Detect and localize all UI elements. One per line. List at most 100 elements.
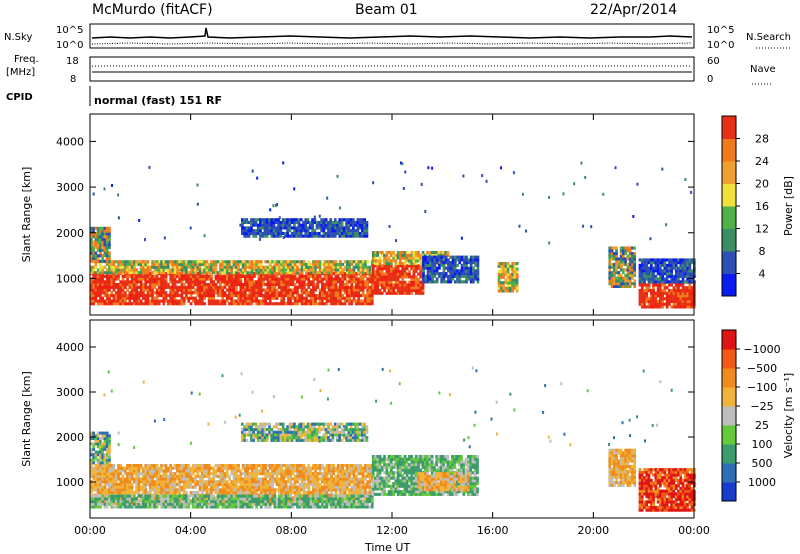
data-cell <box>235 277 238 281</box>
data-cell <box>92 268 95 272</box>
data-cell <box>444 266 448 270</box>
data-cell <box>196 285 200 289</box>
data-cell <box>248 288 252 292</box>
data-cell <box>690 297 694 301</box>
data-cell <box>194 469 197 473</box>
data-cell <box>280 464 283 468</box>
data-cell <box>282 262 286 266</box>
data-cell <box>259 466 263 470</box>
data-cell <box>318 296 322 300</box>
data-cell <box>661 277 664 281</box>
data-cell <box>661 258 664 262</box>
data-cell <box>364 296 367 300</box>
data-cell <box>139 285 143 289</box>
data-cell <box>378 256 382 260</box>
data-cell <box>253 288 256 292</box>
data-cell <box>108 477 111 481</box>
data-cell <box>338 206 341 210</box>
data-cell <box>679 261 683 265</box>
data-cell <box>661 283 664 287</box>
data-cell <box>198 265 202 269</box>
data-cell <box>101 472 104 476</box>
data-cell <box>266 291 270 295</box>
data-cell <box>278 488 281 492</box>
data-cell <box>417 280 420 284</box>
data-cell <box>497 270 501 274</box>
data-cell <box>205 491 209 495</box>
data-cell <box>253 485 256 489</box>
data-cell <box>299 223 303 227</box>
data-cell <box>376 278 380 282</box>
data-cell <box>659 302 662 306</box>
data-cell <box>633 279 636 283</box>
data-cell <box>280 302 283 306</box>
data-cell <box>334 260 338 264</box>
data-cell <box>338 229 342 233</box>
data-cell <box>640 286 644 290</box>
data-cell <box>160 260 163 264</box>
data-cell <box>663 258 667 262</box>
data-cell <box>476 269 480 273</box>
data-cell <box>350 262 354 266</box>
data-cell <box>235 291 238 295</box>
data-cell <box>293 268 297 272</box>
data-cell <box>297 218 301 222</box>
data-cell <box>447 258 450 262</box>
data-cell <box>296 491 299 495</box>
data-cell <box>96 469 100 473</box>
data-cell <box>130 501 134 505</box>
data-cell <box>313 229 317 233</box>
data-cell <box>221 296 225 300</box>
data-cell <box>137 285 141 289</box>
data-cell <box>298 285 302 289</box>
data-cell <box>688 269 692 273</box>
data-cell <box>117 274 120 278</box>
data-cell <box>345 296 349 300</box>
data-cell <box>426 266 430 270</box>
data-cell <box>151 477 154 481</box>
data-cell <box>282 274 286 278</box>
data-cell <box>322 231 326 235</box>
data-cell <box>219 480 222 484</box>
data-cell <box>250 288 254 292</box>
data-cell <box>173 280 177 284</box>
data-cell <box>333 229 337 233</box>
data-cell <box>608 268 612 272</box>
data-cell <box>316 262 320 266</box>
data-cell <box>403 256 407 260</box>
data-cell <box>244 474 247 478</box>
data-cell <box>309 291 313 295</box>
data-cell <box>169 485 172 489</box>
data-cell <box>96 491 100 495</box>
data-cell <box>679 283 683 287</box>
data-cell <box>610 254 614 258</box>
data-cell <box>235 262 238 266</box>
data-cell <box>359 302 363 306</box>
data-cell <box>128 488 132 492</box>
data-cell <box>284 218 287 222</box>
data-cell <box>178 482 181 486</box>
data-cell <box>108 226 111 230</box>
data-cell <box>157 496 161 500</box>
data-cell <box>196 268 200 272</box>
data-cell <box>210 466 213 470</box>
data-cell <box>250 469 254 473</box>
data-cell <box>617 279 621 283</box>
data-cell <box>284 288 288 292</box>
data-cell <box>672 263 676 267</box>
data-cell <box>148 272 152 276</box>
data-cell <box>235 480 238 484</box>
data-cell <box>279 226 283 230</box>
data-cell <box>108 237 111 241</box>
data-cell <box>332 262 336 266</box>
data-cell <box>114 472 118 476</box>
data-cell <box>108 296 111 300</box>
data-cell <box>219 277 222 281</box>
data-cell <box>117 299 120 303</box>
data-cell <box>272 204 275 208</box>
data-cell <box>410 259 414 263</box>
data-cell <box>647 261 651 265</box>
data-cell <box>278 491 281 495</box>
data-cell <box>361 285 365 289</box>
data-cell <box>414 262 418 266</box>
